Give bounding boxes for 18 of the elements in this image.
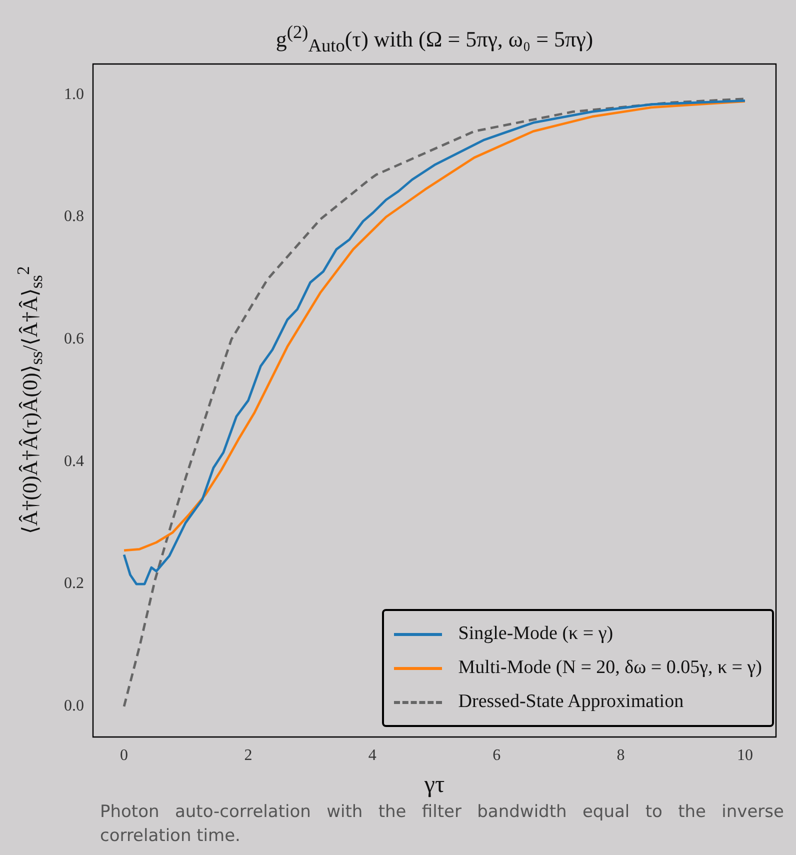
x-tick-label: 6 <box>492 746 501 764</box>
x-tick-label: 0 <box>120 746 128 764</box>
legend-label: Dressed-State Approximation <box>458 691 684 713</box>
legend-label: Single-Mode (κ = γ) <box>458 623 614 645</box>
x-tick-label: 10 <box>736 746 753 764</box>
y-tick-label: 0.6 <box>64 330 84 348</box>
legend-label: Multi-Mode (N = 20, δω = 0.05γ, κ = γ) <box>458 657 762 679</box>
y-tick-label: 0.0 <box>64 698 84 715</box>
text: Photon auto-correlation with the filter bandwidth equal to the inverse correlation time. <box>100 801 784 848</box>
x-tick-label: 8 <box>616 746 625 764</box>
x-tick-label: 4 <box>368 746 376 764</box>
y-tick-label: 1.0 <box>64 86 84 103</box>
x-axis-title: γτ <box>423 772 446 799</box>
chart-title: g$^{(2)}$$_{Auto}$(τ) with (Ω = 5πγ, ω₀ = 5πγ) <box>274 22 594 57</box>
y-tick-label: 0.4 <box>64 452 84 470</box>
y-tick-label: 0.8 <box>64 208 84 226</box>
y-tick-label: 0.2 <box>64 575 84 592</box>
x-tick-label: 2 <box>244 746 252 764</box>
